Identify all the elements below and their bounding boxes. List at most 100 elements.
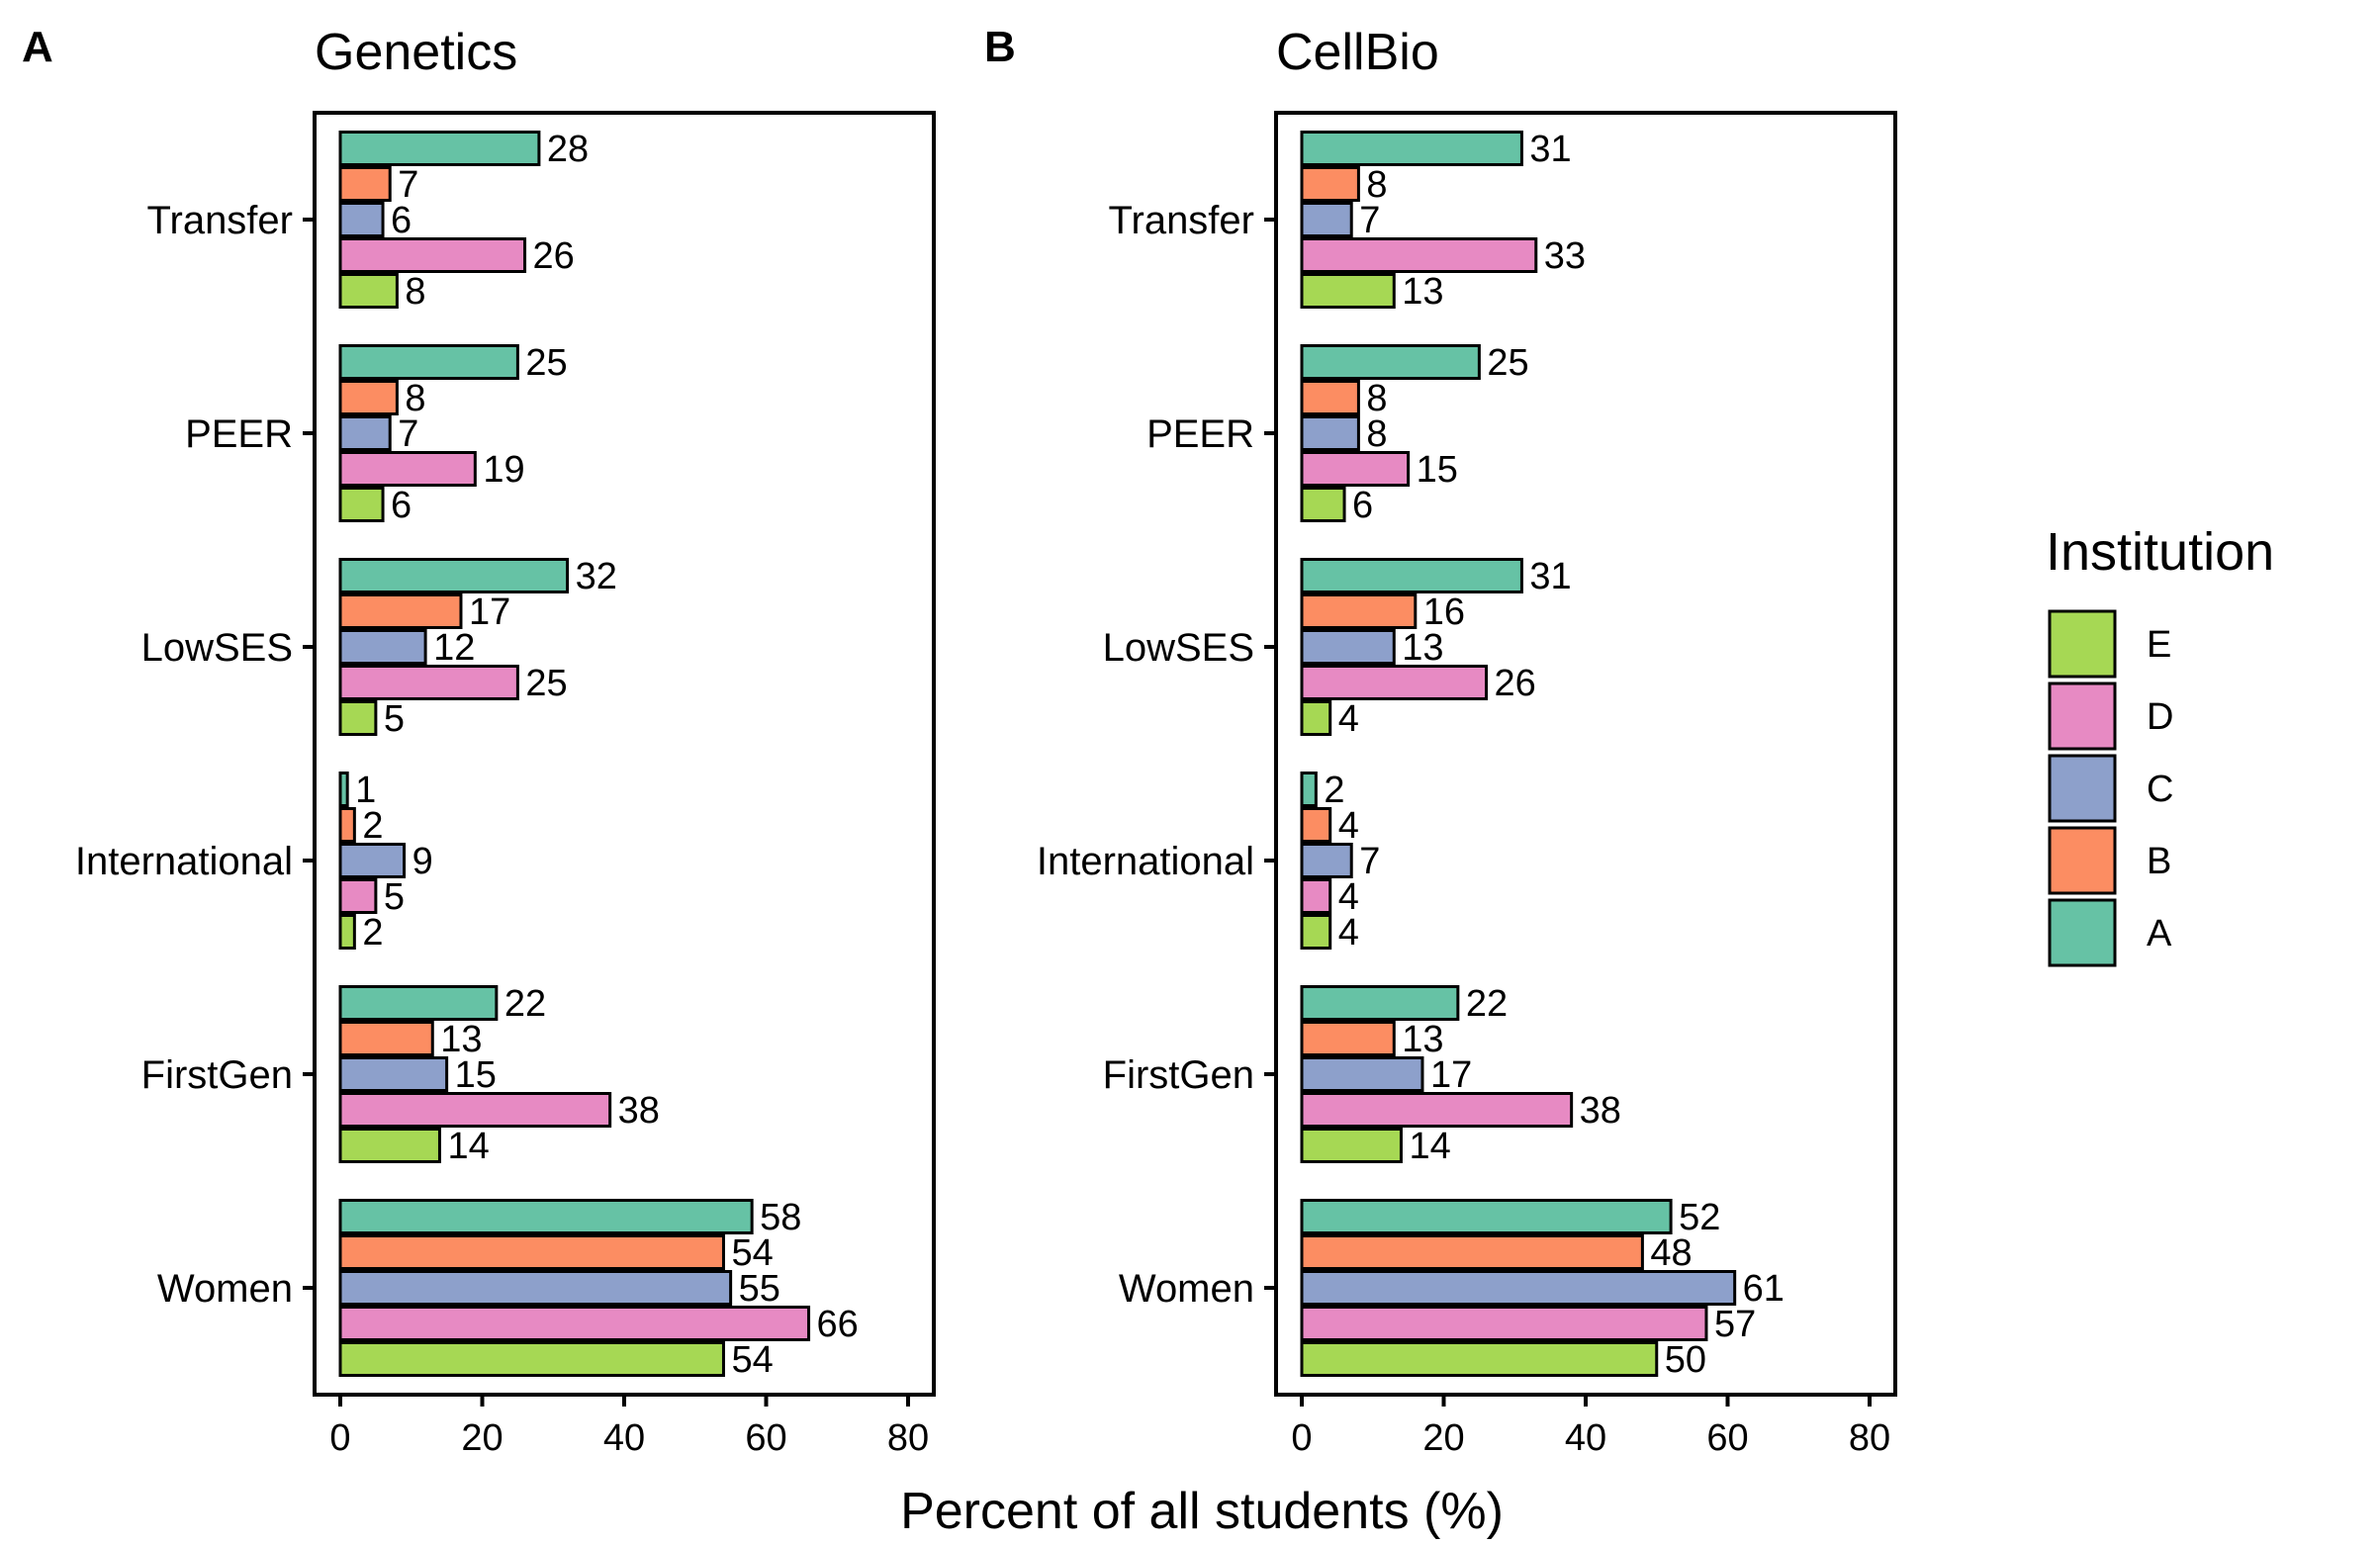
category-label: LowSES xyxy=(141,626,293,670)
value-label: 8 xyxy=(1366,413,1387,455)
bar-c xyxy=(338,1056,449,1092)
panel-letter: B xyxy=(984,23,1016,71)
value-label: 58 xyxy=(760,1197,801,1238)
value-label: 52 xyxy=(1679,1197,1720,1238)
value-label: 7 xyxy=(1359,200,1380,241)
bar-d xyxy=(338,878,378,914)
bar-b xyxy=(1300,166,1360,202)
value-label: 31 xyxy=(1529,129,1571,170)
legend-label: C xyxy=(2147,769,2173,810)
value-label: 25 xyxy=(525,342,567,384)
bar-d xyxy=(338,451,477,487)
panel-title: Genetics xyxy=(315,24,517,81)
bar-c xyxy=(1300,629,1396,665)
value-label: 12 xyxy=(433,627,475,669)
bar-b xyxy=(338,380,399,415)
value-label: 8 xyxy=(405,378,425,419)
value-label: 14 xyxy=(447,1126,489,1167)
bar-d xyxy=(1300,665,1489,700)
bar-e xyxy=(338,273,399,309)
value-label: 2 xyxy=(362,805,383,847)
bar-e xyxy=(1300,914,1332,950)
x-tick-label: 60 xyxy=(745,1417,786,1459)
value-label: 4 xyxy=(1338,876,1359,918)
bar-a xyxy=(338,1199,754,1234)
value-label: 28 xyxy=(547,129,589,170)
legend-label: B xyxy=(2147,841,2171,882)
bar-e xyxy=(1300,1341,1659,1377)
value-label: 55 xyxy=(739,1268,780,1310)
bar-d xyxy=(1300,878,1332,914)
bar-a xyxy=(1300,344,1481,380)
x-tick-label: 20 xyxy=(1422,1417,1464,1459)
legend-title: Institution xyxy=(2046,522,2274,582)
value-label: 16 xyxy=(1423,591,1465,633)
bar-b xyxy=(338,807,356,843)
value-label: 26 xyxy=(1495,663,1536,704)
bar-c xyxy=(338,202,385,237)
value-label: 5 xyxy=(384,876,405,918)
value-label: 38 xyxy=(1580,1090,1621,1132)
category-label: Transfer xyxy=(1109,199,1254,242)
value-label: 61 xyxy=(1743,1268,1785,1310)
value-label: 5 xyxy=(384,698,405,740)
legend-swatch-a xyxy=(2048,898,2117,967)
bar-a xyxy=(1300,131,1523,166)
bar-b xyxy=(338,593,463,629)
value-label: 17 xyxy=(1430,1054,1472,1096)
bar-c xyxy=(1300,1270,1737,1306)
bar-d xyxy=(338,1306,811,1341)
x-tick-label: 80 xyxy=(1849,1417,1890,1459)
bar-d xyxy=(1300,237,1538,273)
panel-genetics: A GeneticsTransfer2876268PEER2587196LowSE… xyxy=(22,23,936,1459)
bar-d xyxy=(338,1092,612,1128)
bar-e xyxy=(1300,1128,1403,1163)
category-label: Women xyxy=(157,1267,293,1311)
bar-e xyxy=(338,1341,725,1377)
bar-c xyxy=(338,629,427,665)
value-label: 7 xyxy=(398,413,418,455)
value-label: 8 xyxy=(405,271,425,313)
bar-a xyxy=(1300,1199,1673,1234)
bar-a xyxy=(338,985,499,1021)
value-label: 31 xyxy=(1529,556,1571,597)
value-label: 15 xyxy=(455,1054,497,1096)
value-label: 9 xyxy=(412,841,433,882)
bar-b xyxy=(1300,1021,1396,1056)
category-label: Women xyxy=(1119,1267,1254,1311)
value-label: 22 xyxy=(504,983,546,1025)
bar-a xyxy=(1300,558,1523,593)
category-label: FirstGen xyxy=(141,1053,293,1097)
bar-d xyxy=(1300,1306,1708,1341)
value-label: 32 xyxy=(576,556,617,597)
bar-c xyxy=(1300,1056,1424,1092)
legend-label: D xyxy=(2147,696,2173,738)
bar-a xyxy=(1300,772,1318,807)
x-tick-label: 60 xyxy=(1706,1417,1748,1459)
value-label: 19 xyxy=(483,449,524,491)
panel-letter: A xyxy=(22,23,53,71)
value-label: 8 xyxy=(1366,164,1387,206)
value-label: 38 xyxy=(618,1090,660,1132)
x-axis-title: Percent of all students (%) xyxy=(900,1483,1504,1540)
value-label: 26 xyxy=(533,235,575,277)
value-label: 4 xyxy=(1338,698,1359,740)
value-label: 2 xyxy=(362,912,383,954)
bar-a xyxy=(338,772,349,807)
value-label: 66 xyxy=(817,1304,859,1345)
category-label: PEER xyxy=(1146,412,1254,456)
bar-e xyxy=(1300,487,1346,522)
value-label: 8 xyxy=(1366,378,1387,419)
bar-d xyxy=(1300,1092,1574,1128)
category-label: International xyxy=(75,840,293,883)
bar-c xyxy=(1300,843,1353,878)
bar-c xyxy=(1300,202,1353,237)
value-label: 6 xyxy=(391,485,412,526)
bar-a xyxy=(338,344,519,380)
bar-a xyxy=(1300,985,1460,1021)
bar-b xyxy=(338,1021,434,1056)
bar-c xyxy=(338,843,407,878)
value-label: 17 xyxy=(469,591,510,633)
value-label: 7 xyxy=(1359,841,1380,882)
